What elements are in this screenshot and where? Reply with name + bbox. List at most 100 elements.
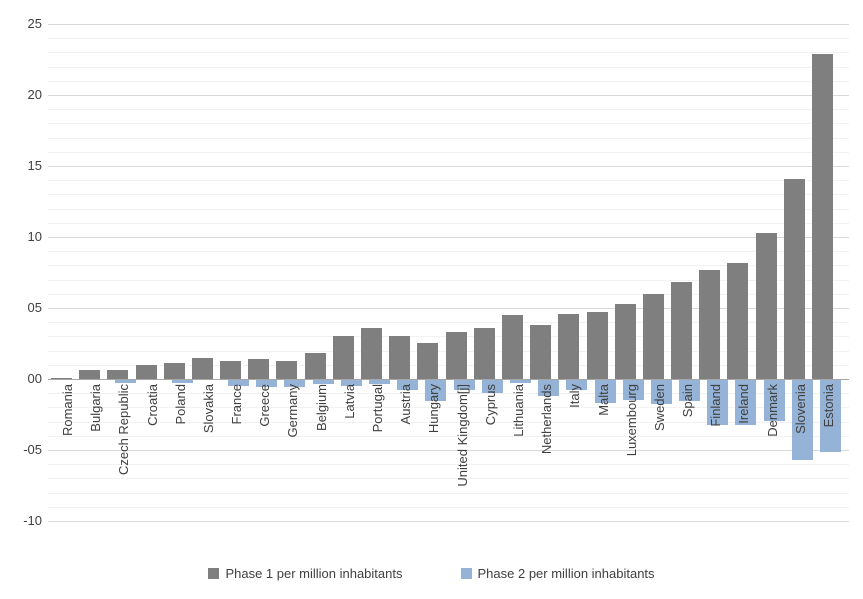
x-axis-label: Sweden (652, 384, 667, 431)
bar-phase1-hungary (417, 343, 438, 379)
gridline (48, 251, 849, 252)
x-axis-label: Luxembourg (624, 384, 639, 457)
bar-phase2-ireland (735, 380, 756, 425)
x-axis-line (48, 379, 849, 380)
x-axis-label: Poland (173, 384, 188, 425)
x-axis-label: Spain (680, 384, 695, 418)
bar-phase1-romania (51, 378, 72, 379)
y-tick-label: -05 (23, 442, 42, 457)
bar-phase1-greece (248, 359, 269, 379)
bar-phase2-finland (707, 380, 728, 425)
bar-phase2-slovenia (792, 380, 813, 460)
gridline (48, 464, 849, 465)
x-axis-label: Croatia (145, 384, 160, 426)
gridline (48, 393, 849, 394)
x-axis-label: Latvia (342, 384, 357, 419)
y-tick-label: 25 (27, 16, 42, 31)
x-axis-label: Slovenia (793, 384, 808, 434)
gridline (48, 209, 849, 210)
bar-phase1-finland (699, 270, 720, 379)
x-axis-label: Bulgaria (88, 384, 103, 432)
bar-phase2-poland (172, 380, 193, 383)
gridline (48, 507, 849, 508)
legend-label-phase2: Phase 2 per million inhabitants (477, 566, 655, 581)
y-tick-label: 05 (27, 300, 42, 315)
y-tick-label: -10 (23, 513, 42, 528)
gridline (48, 294, 849, 295)
bar-phase2-estonia (820, 380, 841, 452)
gridline (48, 81, 849, 82)
bar-phase1-luxembourg (615, 304, 636, 379)
bar-phase1-bulgaria (79, 370, 100, 379)
x-axis-label: Malta (596, 384, 611, 416)
x-axis-label: Cyprus (483, 384, 498, 426)
x-axis-label: Ireland (736, 384, 751, 424)
y-tick-label: 20 (27, 87, 42, 102)
gridline (48, 152, 849, 153)
bar-phase1-germany (276, 361, 297, 379)
x-axis-label: Austria (398, 384, 413, 425)
bar-phase2-czech-republic (115, 380, 136, 383)
gridline (48, 180, 849, 181)
gridline (48, 24, 849, 25)
y-tick-label: 15 (27, 158, 42, 173)
bar-phase1-spain (671, 282, 692, 379)
bar-phase1-united-kingdom-j (446, 332, 467, 379)
bar-phase2-greece (256, 380, 277, 387)
bar-phase2-denmark (764, 380, 785, 421)
bar-phase2-germany (284, 380, 305, 387)
bar-phase1-ireland (727, 263, 748, 379)
bar-phase2-sweden (651, 380, 672, 404)
bar-phase1-netherlands (530, 325, 551, 379)
bar-phase1-poland (164, 363, 185, 379)
x-axis-label: Finland (708, 384, 723, 427)
gridline (48, 322, 849, 323)
bar-phase1-france (220, 361, 241, 379)
bar-phase1-denmark (756, 233, 777, 379)
bar-phase1-malta (587, 312, 608, 379)
x-axis-label: Belgium (314, 384, 329, 431)
gridline (48, 123, 849, 124)
bar-phase2-united-kingdom-j (454, 380, 475, 390)
bar-phase2-luxembourg (623, 380, 644, 400)
gridline (48, 109, 849, 110)
bar-phase2-france (228, 380, 249, 386)
x-axis-label: France (229, 384, 244, 425)
gridline (48, 38, 849, 39)
gridline (48, 237, 849, 238)
y-tick-label: 00 (27, 371, 42, 386)
gridline (48, 95, 849, 96)
gridline (48, 422, 849, 423)
bar-phase1-slovenia (784, 179, 805, 379)
legend-label-phase1: Phase 1 per million inhabitants (225, 566, 403, 581)
bar-phase2-austria (397, 380, 418, 390)
bar-phase1-portugal (361, 328, 382, 379)
gridline (48, 478, 849, 479)
gridline (48, 223, 849, 224)
x-axis-label: Portugal (370, 384, 385, 433)
x-axis-label: Estonia (821, 384, 836, 428)
bar-phase2-netherlands (538, 380, 559, 396)
bar-phase2-latvia (341, 380, 362, 386)
gridline (48, 194, 849, 195)
bar-phase2-italy (566, 380, 587, 390)
gridline (48, 265, 849, 266)
gridline (48, 52, 849, 53)
x-axis-label: Denmark (765, 384, 780, 437)
gridline (48, 166, 849, 167)
bar-phase1-belgium (305, 353, 326, 379)
bar-phase1-estonia (812, 54, 833, 379)
x-axis-label: Netherlands (539, 384, 554, 455)
gridline (48, 450, 849, 451)
bar-phase1-croatia (136, 365, 157, 379)
x-axis-label: Italy (567, 384, 582, 408)
gridline (48, 308, 849, 309)
gridline (48, 67, 849, 68)
gridline (48, 436, 849, 437)
phase1-swatch-icon (208, 568, 220, 579)
gridline (48, 407, 849, 408)
legend-item-phase1: Phase 1 per million inhabitants (208, 566, 403, 581)
bar-phase2-cyprus (482, 380, 503, 393)
bar-phase2-lithuania (510, 380, 531, 383)
x-axis-label: Germany (285, 384, 300, 438)
